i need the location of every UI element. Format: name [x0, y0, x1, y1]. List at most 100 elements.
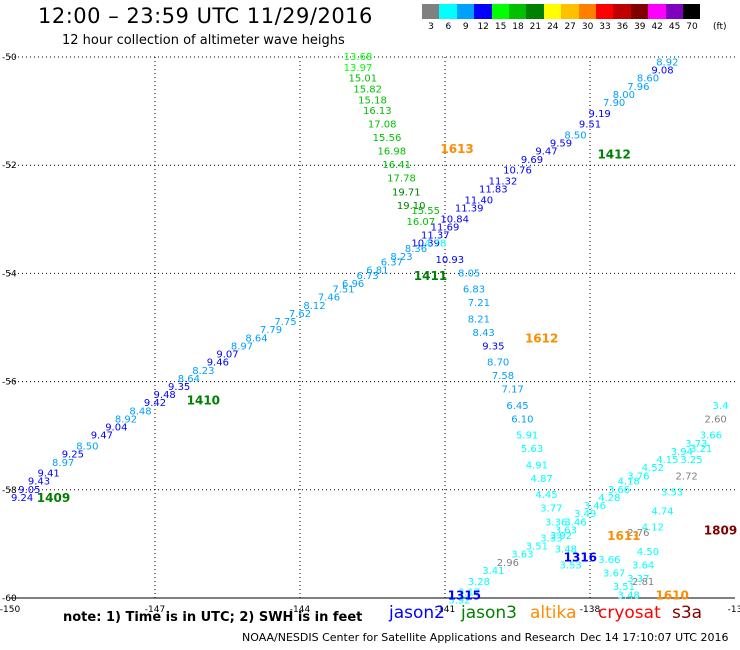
swh-point-label: 8.50 — [564, 130, 586, 141]
swh-point-label: 3.64 — [632, 561, 654, 572]
swh-point-label: 9.47 — [91, 431, 113, 442]
swh-point-label: 3.92 — [550, 531, 572, 542]
swh-point-label: 8.21 — [468, 314, 490, 325]
color-scale-swatch — [526, 4, 544, 19]
swh-point-label: 3.66 — [700, 431, 722, 442]
swh-point-label: 2.72 — [676, 471, 698, 482]
swh-point-label: 15.18 — [358, 95, 387, 106]
swh-point-label: 7.90 — [603, 98, 625, 109]
color-scale-label: 6 — [445, 22, 452, 32]
color-scale-label: 70 — [686, 22, 698, 32]
swh-point-label: 8.00 — [613, 90, 635, 101]
swh-point-label: 4.87 — [531, 474, 553, 485]
swh-point-label: 19.71 — [392, 187, 421, 198]
swh-point-label: 3.76 — [627, 471, 649, 482]
swh-point-label: 3.48 — [555, 544, 577, 555]
swh-point-label: 6.45 — [506, 401, 528, 412]
color-scale-swatch — [543, 4, 562, 19]
swh-point-label: 7.51 — [332, 285, 354, 296]
swh-point-label: 9.25 — [62, 450, 84, 461]
legend-entry-cryosat: cryosat — [598, 603, 661, 623]
swh-point-label: 4.74 — [651, 506, 673, 517]
y-tick-label: -54 — [2, 269, 17, 279]
swh-point-label: 8.97 — [231, 341, 253, 352]
swh-point-label: 4.52 — [642, 463, 664, 474]
swh-point-label: 9.35 — [168, 382, 190, 393]
swh-point-label: 3.4 — [713, 401, 729, 412]
swh-point-label: 3.51 — [613, 582, 635, 593]
color-scale-swatch — [456, 4, 475, 19]
color-scale-label: 33 — [599, 22, 611, 32]
swh-point-label: 3.92 — [448, 596, 470, 607]
swh-point-label: 4.50 — [637, 547, 659, 558]
swh-point-label: 3.28 — [468, 577, 490, 588]
swh-point-label: 6.37 — [381, 258, 403, 269]
swh-point-label: 13.97 — [344, 63, 373, 74]
swh-point-label: 8.97 — [52, 458, 74, 469]
color-scale-label: 27 — [564, 22, 576, 32]
y-tick-label: -52 — [2, 161, 17, 171]
swh-point-label: 4.78 — [424, 239, 446, 250]
swh-point-label: 9.04 — [105, 423, 127, 434]
swh-point-label: 7.75 — [274, 317, 296, 328]
swh-point-label: 3.25 — [680, 455, 702, 466]
swh-point-label: 4.91 — [526, 460, 548, 471]
swh-point-label: 8.92 — [656, 57, 678, 68]
swh-point-label: 9.69 — [521, 155, 543, 166]
color-scale-swatch — [613, 4, 631, 19]
swh-point-label: 8.36 — [405, 244, 427, 255]
swh-point-label: 16.98 — [378, 147, 407, 158]
swh-point-label: 3.77 — [540, 504, 562, 515]
color-scale-label: 39 — [634, 22, 646, 32]
swh-point-label: 11.32 — [489, 176, 518, 187]
swh-point-label: 10.76 — [503, 166, 532, 177]
swh-point-label: 8.23 — [192, 366, 214, 377]
swh-point-label: 9.41 — [38, 469, 60, 480]
swh-point-label: 11.37 — [421, 231, 450, 242]
swh-point-label: 9.48 — [154, 390, 176, 401]
swh-point-label: 4.45 — [535, 490, 557, 501]
swh-point-label: 3.63 — [555, 525, 577, 536]
swh-point-label: 8.50 — [76, 442, 98, 453]
swh-point-label: 2.81 — [632, 577, 654, 588]
color-scale-swatch — [683, 4, 701, 19]
swh-point-label: 15.82 — [353, 84, 382, 95]
swh-point-label: 3.33 — [540, 533, 562, 544]
swh-point-label: 5.63 — [521, 444, 543, 455]
swh-point-label: 10.84 — [440, 214, 469, 225]
swh-point-label: 9.19 — [589, 109, 611, 120]
swh-point-label: 2.60 — [705, 414, 727, 425]
swh-point-label: 6.73 — [357, 271, 379, 282]
color-scale-swatch — [474, 4, 492, 19]
swh-point-label: 3.66 — [608, 485, 630, 496]
swh-point-label: 9.59 — [550, 139, 572, 150]
swh-point-label: 8.60 — [637, 74, 659, 85]
footer-credit: NOAA/NESDIS Center for Satellite Applica… — [242, 631, 576, 644]
legend-entry-jason3: jason3 — [461, 603, 517, 623]
x-tick-label: -144 — [290, 605, 311, 615]
color-scale-label: 36 — [616, 22, 629, 32]
swh-point-label: 13.68 — [344, 52, 373, 63]
swh-point-label: 3.67 — [603, 569, 625, 580]
color-scale-label: 18 — [512, 22, 524, 32]
swh-point-label: 3.17 — [458, 588, 480, 599]
swh-point-label: 16.13 — [363, 106, 392, 117]
swh-point-label: 2.76 — [627, 528, 649, 539]
swh-point-label: 3.37 — [627, 574, 649, 585]
swh-point-label: 9.35 — [482, 341, 504, 352]
footer-note: note: 1) Time is in UTC; 2) SWH is in fe… — [63, 610, 363, 625]
color-scale-label: 30 — [581, 22, 594, 32]
swh-point-label: 7.21 — [468, 298, 490, 309]
color-scale-swatch — [596, 4, 614, 19]
color-scale-swatch — [630, 4, 649, 19]
x-tick-label: -138 — [580, 605, 601, 615]
page-title: 12:00 – 23:59 UTC 11/29/2016 — [38, 4, 373, 28]
swh-point-label: 3.46 — [564, 517, 586, 528]
swh-point-label: 16.41 — [382, 160, 411, 171]
swh-point-label: 3.73 — [685, 439, 707, 450]
swh-point-label: 3.46 — [584, 501, 606, 512]
swh-point-label: 11.40 — [465, 195, 494, 206]
swh-point-label: 8.48 — [129, 406, 151, 417]
swh-point-label: 11.39 — [455, 203, 484, 214]
pass-time-label: 1409 — [37, 491, 70, 505]
